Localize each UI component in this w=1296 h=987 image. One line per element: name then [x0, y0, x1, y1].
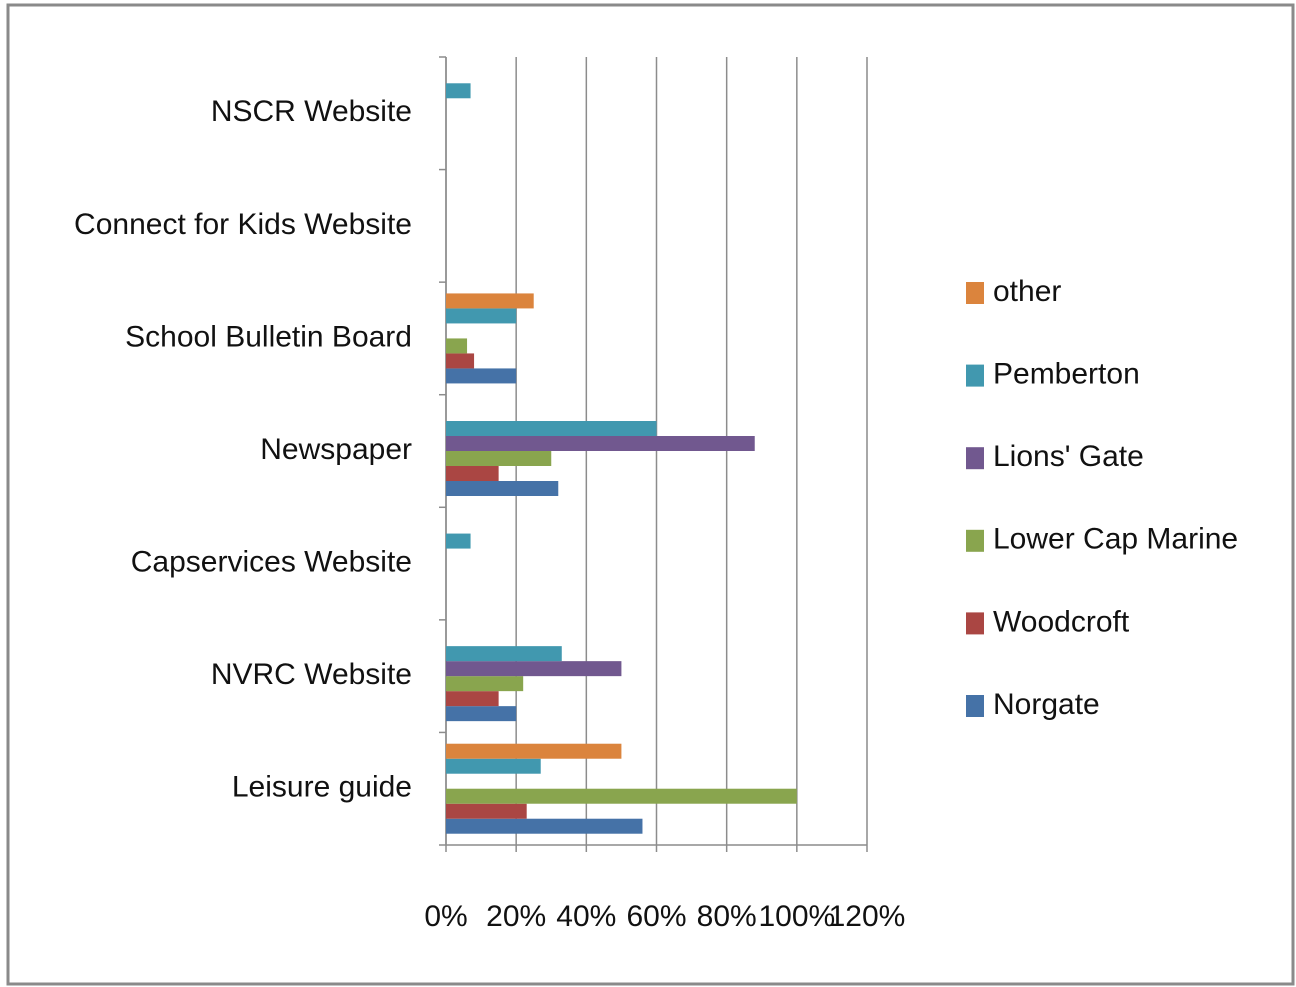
legend-label: Pemberton	[993, 358, 1140, 391]
bar	[446, 661, 622, 677]
x-tick-label: 80%	[697, 900, 757, 933]
y-tick-label: Newspaper	[260, 433, 412, 466]
legend-label: Lions' Gate	[993, 440, 1144, 473]
legend-swatch	[966, 529, 984, 552]
y-tick-label: Capservices Website	[131, 545, 412, 578]
bar	[446, 83, 471, 99]
bar	[446, 293, 534, 309]
bar	[446, 466, 499, 481]
bar	[446, 451, 552, 466]
bar	[446, 691, 499, 707]
bar	[446, 676, 524, 692]
legend-swatch	[966, 695, 984, 717]
bar	[446, 803, 527, 819]
bar	[446, 533, 471, 549]
y-tick-label: School Bulletin Board	[125, 320, 412, 353]
x-tick-label: 0%	[424, 900, 467, 933]
bar	[446, 338, 468, 354]
bar	[446, 706, 517, 722]
bar	[446, 308, 517, 324]
y-tick-label: Leisure guide	[232, 771, 412, 804]
chart-frame	[6, 3, 1295, 986]
legend-label: Woodcroft	[993, 605, 1130, 638]
legend-swatch	[966, 447, 984, 470]
bar	[446, 743, 622, 759]
bar	[446, 818, 643, 834]
bar	[446, 421, 657, 436]
bar	[446, 646, 562, 662]
x-tick-label: 120%	[829, 900, 906, 933]
x-tick-label: 60%	[626, 900, 686, 933]
bar	[446, 481, 559, 496]
bar	[446, 368, 517, 384]
legend-swatch	[966, 364, 984, 387]
y-tick-label: NSCR Website	[211, 95, 412, 128]
y-tick-label: NVRC Website	[211, 658, 412, 691]
bar	[446, 758, 541, 774]
legend-label: Norgate	[993, 688, 1100, 721]
legend-swatch	[966, 612, 984, 635]
y-tick-label: Connect for Kids Website	[74, 208, 412, 241]
x-tick-label: 20%	[486, 900, 546, 933]
legend-label: Lower Cap Marine	[993, 523, 1238, 556]
x-tick-label: 100%	[758, 900, 835, 933]
x-tick-label: 40%	[556, 900, 616, 933]
legend-label: other	[993, 275, 1061, 308]
bar	[446, 788, 797, 804]
legend-swatch	[966, 282, 984, 304]
bar	[446, 353, 475, 369]
bar	[446, 436, 755, 451]
